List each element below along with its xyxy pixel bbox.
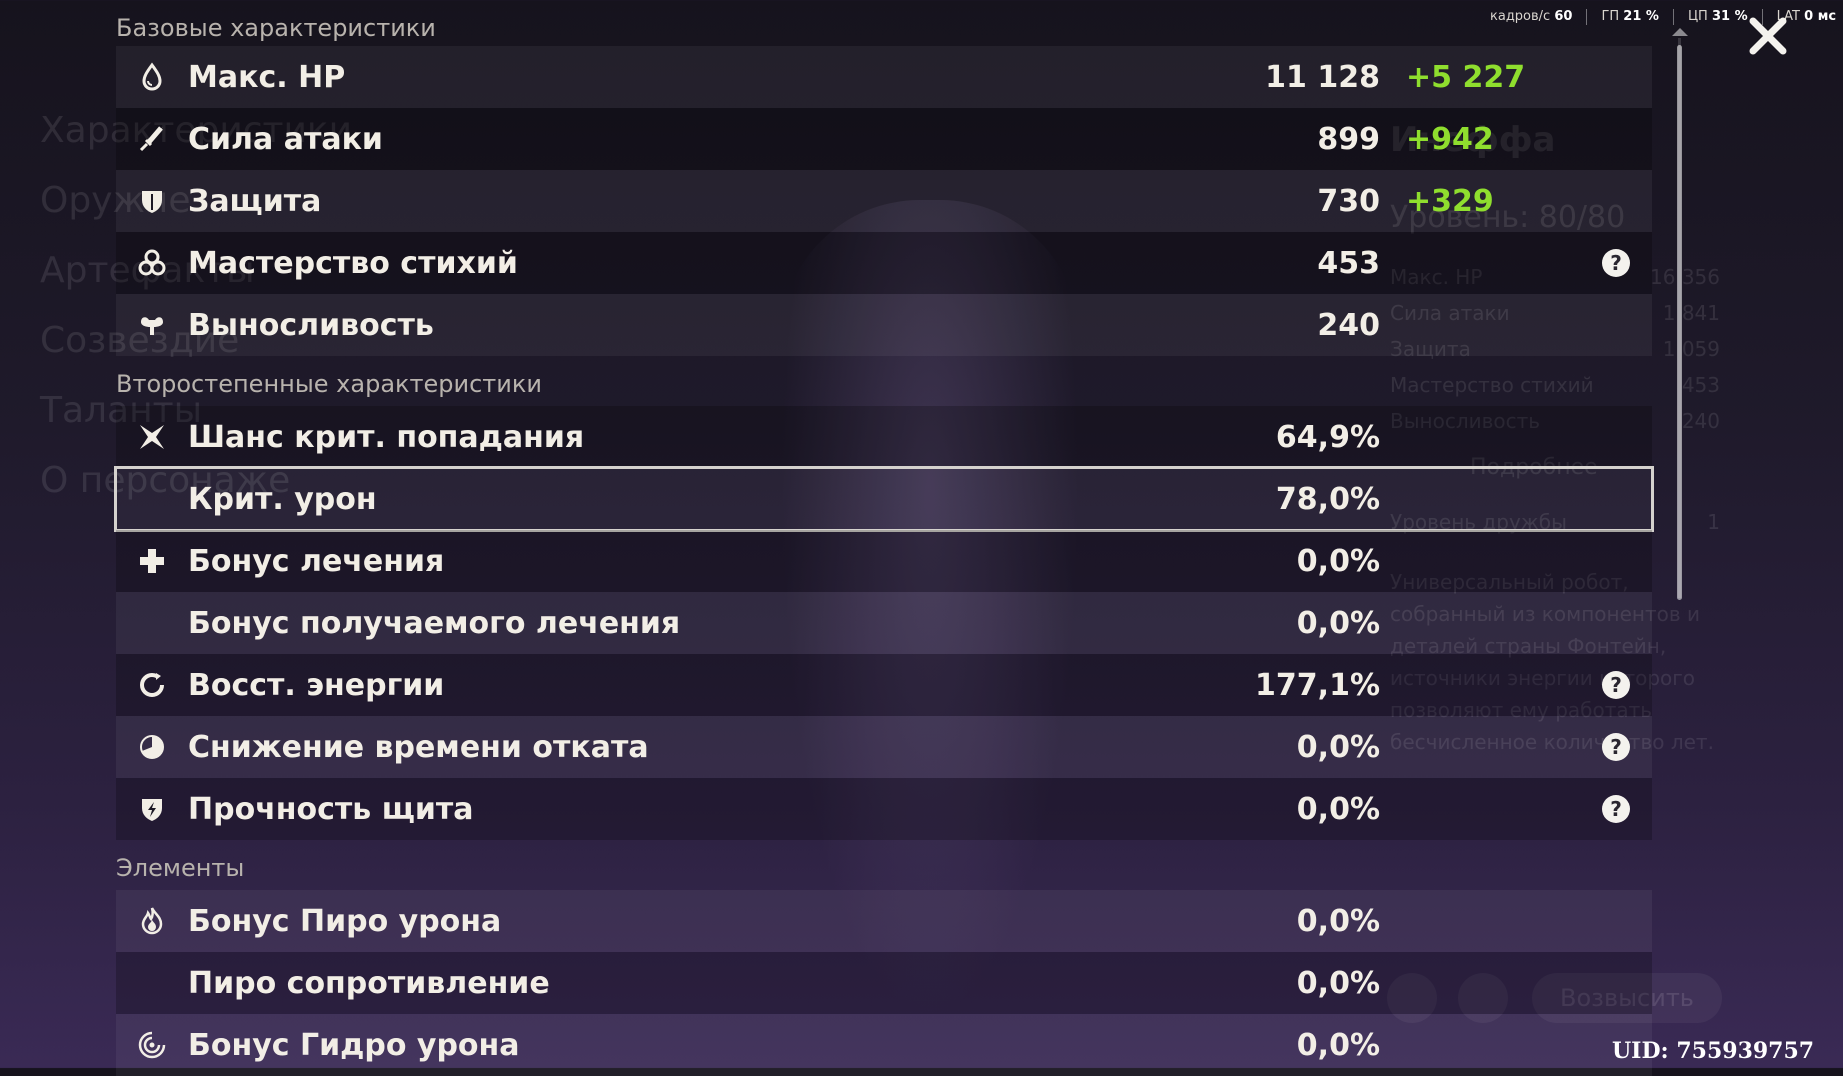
stat-row-hydro-bonus[interactable]: Бонус Гидро урона 0,0% xyxy=(116,1014,1652,1076)
bg-circle-button xyxy=(1458,973,1508,1023)
stat-value: 0,0% xyxy=(1296,903,1380,939)
help-button[interactable]: ? xyxy=(1602,249,1630,277)
help-button[interactable]: ? xyxy=(1602,671,1630,699)
stat-row-stamina[interactable]: Выносливость 240 xyxy=(116,294,1652,356)
bg-circle-button xyxy=(1387,973,1437,1023)
stat-label: Мастерство стихий xyxy=(188,245,518,281)
stat-label: Макс. HP xyxy=(188,59,346,95)
cpu-readout: ЦП 31 % xyxy=(1687,9,1748,24)
stat-label: Пиро сопротивление xyxy=(188,965,550,1001)
stat-label: Прочность щита xyxy=(188,791,474,827)
stat-label: Бонус получаемого лечения xyxy=(188,605,681,641)
performance-overlay: кадров/с 60 ГП 21 % ЦП 31 % LAT 0 мс xyxy=(1490,9,1836,25)
pyro-icon xyxy=(116,906,188,936)
close-icon xyxy=(1749,17,1787,55)
details-label: Подробнее xyxy=(1470,455,1598,480)
stat-row-elemental-mastery[interactable]: Мастерство стихий 453 ? xyxy=(116,232,1652,294)
background-character-info: Инеффа Уровень: 80/80 Макс. HP 16 356 Сил… xyxy=(1390,120,1720,758)
shield-strength-icon xyxy=(116,794,188,824)
stat-label: Снижение времени отката xyxy=(188,729,649,765)
hydro-icon xyxy=(116,1030,188,1060)
user-id: UID: 755939757 xyxy=(1612,1038,1815,1064)
section-title-base: Базовые характеристики xyxy=(116,14,436,42)
help-button[interactable]: ? xyxy=(1602,733,1630,761)
menu-item-talents: Таланты xyxy=(40,390,203,431)
character-model xyxy=(780,200,1080,1020)
character-name: Инеффа xyxy=(1390,120,1556,160)
stat-row-defense[interactable]: Защита 730 +329 xyxy=(116,170,1652,232)
attack-sword-icon xyxy=(116,124,188,154)
stat-row-incoming-healing[interactable]: Бонус получаемого лечения 0,0% xyxy=(116,592,1652,654)
character-stat-row: Защита 1 059 xyxy=(1390,337,1720,361)
stat-bonus: +942 xyxy=(1406,121,1494,157)
stat-label: Бонус Пиро урона xyxy=(188,903,502,939)
menu-item-constellation: Созвездие xyxy=(40,320,240,361)
menu-item-stats: Характеристики xyxy=(40,110,353,151)
stat-value: 730 xyxy=(1317,183,1380,219)
stat-row-crit-rate[interactable]: Шанс крит. попадания 64,9% xyxy=(116,406,1652,468)
stat-value: 0,0% xyxy=(1296,729,1380,765)
gpu-readout: ГП 21 % xyxy=(1601,9,1659,24)
attributes-panel: Базовые характеристики Макс. HP 11 128 +… xyxy=(114,10,1654,1076)
help-button[interactable]: ? xyxy=(1602,795,1630,823)
stat-row-cooldown-reduction[interactable]: Снижение времени отката 0,0% ? xyxy=(116,716,1652,778)
cooldown-icon xyxy=(116,732,188,762)
friendship-row: Уровень дружбы 1 xyxy=(1390,510,1720,534)
stat-label: Выносливость xyxy=(188,307,434,343)
section-title-advanced: Второстепенные характеристики xyxy=(116,370,542,398)
character-stat-row: Сила атаки 1 841 xyxy=(1390,301,1720,325)
menu-item-weapon: Оружие xyxy=(40,180,191,221)
stat-value: 0,0% xyxy=(1296,543,1380,579)
stat-value: 0,0% xyxy=(1296,791,1380,827)
stat-value: 453 xyxy=(1317,245,1380,281)
stat-label: Защита xyxy=(188,183,322,219)
stat-label: Восст. энергии xyxy=(188,667,445,703)
character-stat-row: Выносливость 240 xyxy=(1390,409,1720,433)
character-level: Уровень: 80/80 xyxy=(1390,200,1626,235)
scroll-up-arrow[interactable] xyxy=(1672,28,1688,36)
stat-row-crit-damage[interactable]: Крит. урон 78,0% xyxy=(114,466,1654,532)
stat-value: 0,0% xyxy=(1296,965,1380,1001)
stat-row-energy-recharge[interactable]: Восст. энергии 177,1% ? xyxy=(116,654,1652,716)
crit-rate-icon xyxy=(116,422,188,452)
stat-row-shield-strength[interactable]: Прочность щита 0,0% ? xyxy=(116,778,1652,840)
stat-row-pyro-bonus[interactable]: Бонус Пиро урона 0,0% xyxy=(116,890,1652,952)
stat-label: Бонус Гидро урона xyxy=(188,1027,520,1063)
elemental-mastery-icon xyxy=(116,248,188,278)
stat-label: Бонус лечения xyxy=(188,543,445,579)
stat-value: 64,9% xyxy=(1275,419,1380,455)
close-button[interactable] xyxy=(1748,16,1788,56)
stat-bonus: +5 227 xyxy=(1406,59,1526,95)
stat-value: 899 xyxy=(1317,121,1380,157)
defense-shield-icon xyxy=(116,186,188,216)
stat-row-healing-bonus[interactable]: Бонус лечения 0,0% xyxy=(116,530,1652,592)
stat-value: 177,1% xyxy=(1255,667,1380,703)
menu-item-profile: О персонаже xyxy=(40,460,291,501)
energy-recharge-icon xyxy=(116,670,188,700)
hp-droplet-icon xyxy=(116,62,188,92)
stat-row-pyro-resistance[interactable]: Пиро сопротивление 0,0% xyxy=(116,952,1652,1014)
stat-value: 78,0% xyxy=(1275,481,1380,517)
scrollbar-thumb[interactable] xyxy=(1677,45,1682,600)
stamina-icon xyxy=(116,310,188,340)
character-stat-row: Макс. HP 16 356 xyxy=(1390,265,1720,289)
character-stat-row: Мастерство стихий 453 xyxy=(1390,373,1720,397)
character-stat-list: Макс. HP 16 356 Сила атаки 1 841 Защита 1 0… xyxy=(1390,265,1720,445)
healing-cross-icon xyxy=(116,546,188,576)
stat-value: 0,0% xyxy=(1296,1027,1380,1063)
stat-label: Сила атаки xyxy=(188,121,383,157)
stat-value: 0,0% xyxy=(1296,605,1380,641)
fps-readout: кадров/с 60 xyxy=(1490,9,1573,24)
stat-label: Шанс крит. попадания xyxy=(188,419,585,455)
stat-row-attack[interactable]: Сила атаки 899 +942 xyxy=(116,108,1652,170)
character-description: Универсальный робот, собранный из компон… xyxy=(1390,570,1714,754)
stat-label: Крит. урон xyxy=(188,481,377,517)
section-title-elements: Элементы xyxy=(116,854,245,882)
ascend-button: Возвысить xyxy=(1532,973,1722,1023)
stat-value: 240 xyxy=(1317,307,1380,343)
stat-value: 11 128 xyxy=(1265,59,1380,95)
stat-row-max-hp[interactable]: Макс. HP 11 128 +5 227 xyxy=(116,46,1652,108)
stat-bonus: +329 xyxy=(1406,183,1494,219)
